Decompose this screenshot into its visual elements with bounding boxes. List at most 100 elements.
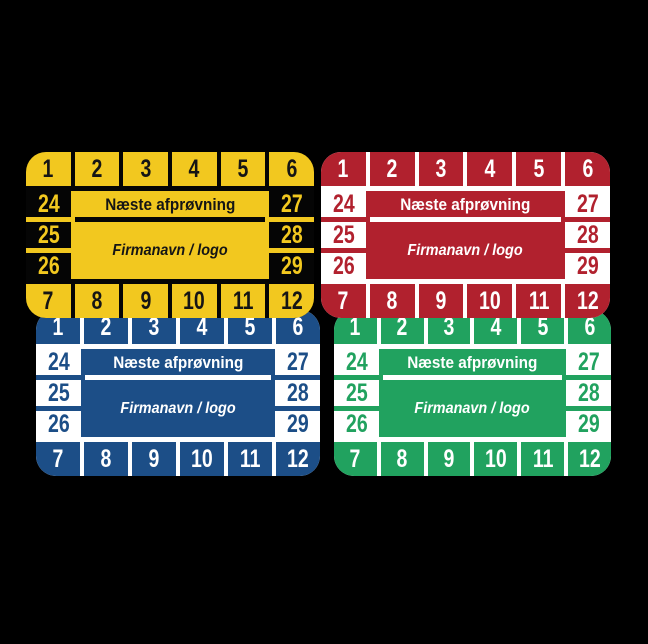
sticker-center-column: Næste afprøvning Firmanavn / logo [383, 349, 562, 437]
month-number: 5 [237, 154, 249, 183]
month-cell-8: 8 [369, 284, 415, 318]
sticker-red: 1 2 3 4 5 6 24 25 26 Næste afprøvning Fi… [321, 152, 610, 318]
company-logo-label: Firmanavn / logo [414, 399, 531, 417]
year-cell-28: 28 [566, 380, 611, 406]
month-number: 8 [91, 286, 103, 315]
month-cell-7: 7 [321, 284, 366, 318]
year-number: 25 [47, 380, 70, 406]
month-cell-11: 11 [516, 284, 562, 318]
month-cell-11: 11 [228, 442, 272, 476]
month-number: 6 [286, 154, 298, 183]
sticker-yellow: 1 2 3 4 5 6 24 25 26 Næste afprøvning Fi… [26, 152, 314, 318]
month-cell-8: 8 [74, 284, 120, 318]
year-number: 28 [576, 222, 599, 248]
month-number: 12 [578, 444, 601, 473]
year-cell-28: 28 [269, 222, 314, 248]
year-cell-27: 27 [269, 191, 314, 217]
next-test-label: Næste afprøvning [112, 352, 244, 372]
month-number: 4 [188, 154, 200, 183]
month-number: 2 [91, 154, 103, 183]
sticker-green: 1 2 3 4 5 6 24 25 26 Næste afprøvning Fi… [334, 310, 611, 476]
month-number: 10 [191, 444, 213, 473]
month-number: 6 [292, 312, 304, 341]
sticker-bottom-row: 7 8 9 10 11 12 [321, 284, 610, 318]
month-number: 6 [584, 312, 595, 341]
year-number: 26 [345, 411, 368, 437]
month-number: 11 [532, 444, 554, 473]
month-cell-12: 12 [568, 442, 611, 476]
month-number: 1 [337, 154, 349, 183]
month-cell-10: 10 [180, 442, 224, 476]
month-cell-12: 12 [269, 284, 314, 318]
year-number: 28 [577, 380, 600, 406]
sticker-left-year-column: 24 25 26 [36, 349, 81, 437]
year-cell-26: 26 [36, 411, 81, 437]
month-number: 1 [42, 154, 54, 183]
year-number: 24 [345, 349, 368, 375]
next-test-box: Næste afprøvning [85, 349, 271, 375]
month-number: 12 [576, 286, 599, 315]
sticker-right-year-column: 27 28 29 [566, 349, 611, 437]
year-cell-24: 24 [36, 349, 81, 375]
sticker-right-year-column: 27 28 29 [275, 349, 320, 437]
month-number: 11 [239, 444, 261, 473]
sticker-middle-section: 24 25 26 Næste afprøvning Firmanavn / lo… [334, 349, 611, 437]
company-logo-box: Firmanavn / logo [85, 380, 271, 437]
year-cell-27: 27 [566, 349, 611, 375]
sticker-left-year-column: 24 25 26 [334, 349, 379, 437]
month-cell-9: 9 [132, 442, 176, 476]
year-cell-24: 24 [26, 191, 71, 217]
month-number: 5 [537, 312, 549, 341]
month-cell-5: 5 [516, 152, 562, 186]
month-number: 7 [52, 444, 64, 473]
month-cell-1: 1 [321, 152, 366, 186]
year-number: 27 [286, 349, 309, 375]
sticker-middle-section: 24 25 26 Næste afprøvning Firmanavn / lo… [321, 191, 610, 279]
year-cell-26: 26 [321, 253, 366, 279]
month-number: 3 [435, 154, 447, 183]
month-cell-5: 5 [220, 152, 266, 186]
month-cell-9: 9 [123, 284, 169, 318]
month-cell-11: 11 [220, 284, 266, 318]
month-number: 9 [148, 444, 160, 473]
sticker-bottom-row: 7 8 9 10 11 12 [36, 442, 320, 476]
year-cell-24: 24 [334, 349, 379, 375]
month-cell-12: 12 [565, 284, 610, 318]
month-number: 10 [183, 286, 206, 315]
sticker-blue: 1 2 3 4 5 6 24 25 26 Næste afprøvning Fi… [36, 310, 320, 476]
sticker-top-row: 1 2 3 4 5 6 [321, 152, 610, 186]
month-number: 11 [232, 286, 254, 315]
next-test-label: Næste afprøvning [104, 194, 236, 214]
month-cell-2: 2 [74, 152, 120, 186]
year-cell-27: 27 [275, 349, 320, 375]
year-number: 25 [37, 222, 60, 248]
month-number: 2 [386, 154, 398, 183]
month-cell-3: 3 [123, 152, 169, 186]
month-cell-4: 4 [467, 152, 513, 186]
company-logo-label: Firmanavn / logo [407, 241, 524, 259]
month-cell-6: 6 [565, 152, 610, 186]
sticker-left-year-column: 24 25 26 [26, 191, 71, 279]
year-number: 26 [47, 411, 70, 437]
month-number: 5 [244, 312, 256, 341]
sticker-top-row: 1 2 3 4 5 6 [26, 152, 314, 186]
sticker-center-column: Næste afprøvning Firmanavn / logo [85, 349, 271, 437]
year-number: 24 [332, 191, 355, 217]
year-cell-27: 27 [565, 191, 610, 217]
year-cell-28: 28 [565, 222, 610, 248]
month-cell-10: 10 [172, 284, 217, 318]
company-logo-label: Firmanavn / logo [120, 399, 236, 417]
year-cell-25: 25 [334, 380, 379, 406]
year-cell-25: 25 [321, 222, 366, 248]
month-cell-10: 10 [474, 442, 518, 476]
month-cell-2: 2 [369, 152, 415, 186]
sticker-left-year-column: 24 25 26 [321, 191, 366, 279]
sticker-right-year-column: 27 28 29 [269, 191, 314, 279]
year-number: 27 [577, 349, 600, 375]
sticker-middle-section: 24 25 26 Næste afprøvning Firmanavn / lo… [26, 191, 314, 279]
sticker-center-column: Næste afprøvning Firmanavn / logo [370, 191, 561, 279]
next-test-label: Næste afprøvning [407, 352, 538, 372]
next-test-box: Næste afprøvning [370, 191, 561, 217]
year-number: 27 [576, 191, 599, 217]
year-cell-25: 25 [36, 380, 81, 406]
